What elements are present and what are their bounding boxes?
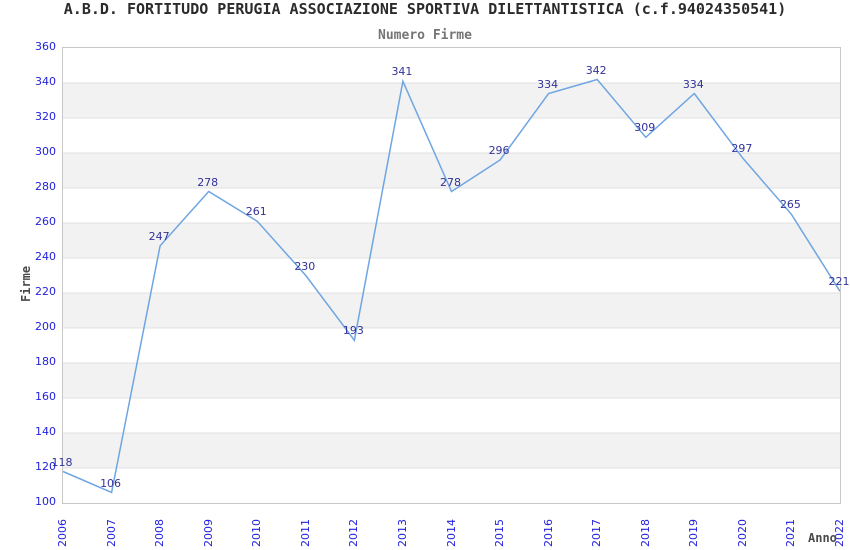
x-tick-label: 2006 <box>56 519 69 547</box>
y-tick-label: 220 <box>35 285 56 298</box>
x-tick-label: 2020 <box>735 519 749 547</box>
y-tick-label: 280 <box>35 180 56 193</box>
data-point-label: 118 <box>51 455 73 469</box>
data-point-label: 261 <box>245 205 267 219</box>
plot-band <box>63 433 840 468</box>
y-axis-label: Firme <box>19 265 33 302</box>
y-tick-label: 100 <box>35 495 56 508</box>
plot-band <box>63 153 840 188</box>
chart-subtitle: Numero Firme <box>378 28 472 43</box>
plot-band <box>63 223 840 258</box>
y-tick-label: 140 <box>35 425 56 438</box>
data-point-label: 341 <box>391 65 413 79</box>
data-point-label: 309 <box>634 121 656 135</box>
y-tick-label: 180 <box>35 355 56 368</box>
data-point-label: 230 <box>294 259 316 273</box>
y-tick-label: 160 <box>35 390 56 403</box>
y-tick-label: 340 <box>35 75 56 88</box>
data-point-label: 334 <box>682 77 704 91</box>
plot-area <box>62 47 841 504</box>
x-tick-label: 2016 <box>541 519 555 547</box>
plot-band <box>63 363 840 398</box>
x-tick-label: 2009 <box>201 519 215 547</box>
data-point-label: 334 <box>537 77 559 91</box>
data-point-label: 278 <box>197 175 219 189</box>
y-tick-label: 360 <box>35 40 56 53</box>
data-point-label: 221 <box>828 275 850 289</box>
data-point-label: 342 <box>585 63 607 77</box>
y-tick-label: 260 <box>35 215 56 228</box>
x-tick-label: 2019 <box>687 519 701 547</box>
data-point-label: 247 <box>148 229 170 243</box>
x-tick-label: 2008 <box>153 519 167 547</box>
data-point-label: 296 <box>488 144 510 157</box>
plot-band <box>63 293 840 328</box>
x-tick-label: 2013 <box>395 519 409 547</box>
data-point-label: 106 <box>100 476 122 490</box>
data-point-label: 297 <box>731 142 753 156</box>
x-tick-label: 2010 <box>250 519 264 547</box>
x-tick-label: 2021 <box>784 519 798 547</box>
data-point-label: 278 <box>440 175 461 189</box>
series-line <box>63 78 840 494</box>
x-tick-label: 2014 <box>444 519 458 547</box>
y-tick-label: 200 <box>35 320 56 333</box>
x-tick-label: 2011 <box>298 519 312 547</box>
data-point-label: 193 <box>342 324 364 338</box>
x-tick-label: 2015 <box>493 519 507 547</box>
x-tick-label: 2018 <box>638 519 652 547</box>
line-chart-svg <box>63 78 840 494</box>
y-tick-label: 320 <box>35 110 56 123</box>
x-axis-label: Anno <box>808 531 837 545</box>
x-tick-label: 2007 <box>104 519 118 547</box>
chart-title: A.B.D. FORTITUDO PERUGIA ASSOCIAZIONE SP… <box>63 0 787 18</box>
y-tick-label: 300 <box>35 145 56 158</box>
data-point-label: 265 <box>779 198 801 212</box>
y-tick-label: 120 <box>35 460 56 473</box>
x-tick-label: 2017 <box>590 519 604 547</box>
x-tick-label: 2012 <box>347 519 361 547</box>
y-tick-label: 240 <box>35 250 56 263</box>
plot-band <box>63 83 840 118</box>
